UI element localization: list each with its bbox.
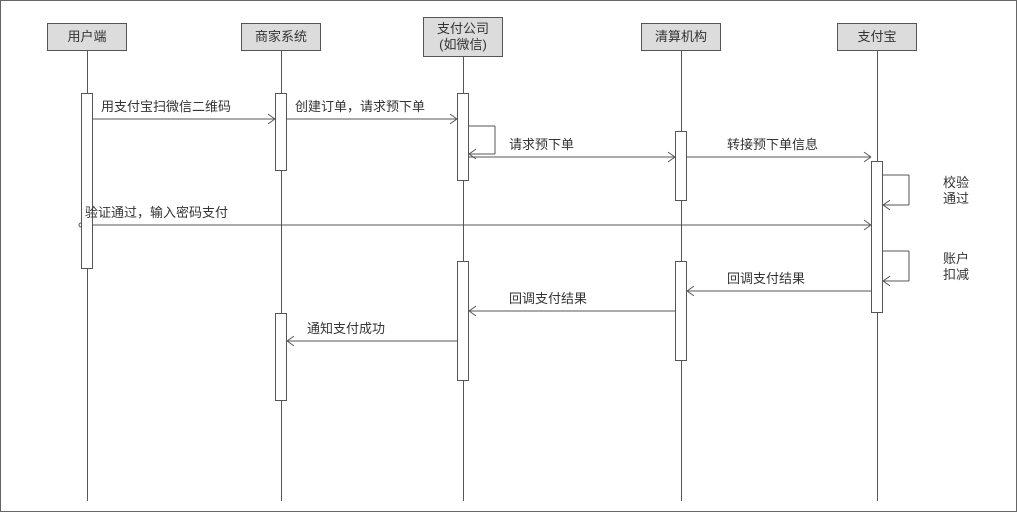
participant-label: 支付宝: [857, 29, 896, 45]
message-label-msg_confirm_pay: 验证通过，输入密码支付: [85, 205, 228, 221]
self-message-label-self_deduct_m: 账户 扣减: [943, 251, 969, 284]
self-message-label-self_verify_m: 校验 通过: [943, 175, 969, 208]
message-label-msg_create_order: 创建订单，请求预下单: [295, 99, 425, 115]
activation-clearing-1: [675, 261, 687, 361]
activation-paycorp-0: [457, 93, 469, 181]
activation-paycorp-1: [457, 261, 469, 381]
arrows-layer: [1, 1, 1017, 513]
activation-merchant-1: [275, 313, 287, 401]
participant-label: 清算机构: [655, 29, 707, 45]
activation-merchant-0: [275, 93, 287, 171]
participant-label: 商家系统: [255, 29, 307, 45]
message-label-msg_scan_qr: 用支付宝扫微信二维码: [101, 99, 231, 115]
sequence-diagram-canvas: 用户端 商家系统 支付公司 (如微信) 清算机构 支付宝用支付宝扫微信二维码 创建订单，请…: [0, 0, 1017, 512]
participant-client: 用户端: [47, 23, 127, 51]
participant-alipay: 支付宝: [837, 23, 917, 51]
message-label-msg_preorder: 请求预下单: [509, 137, 574, 153]
activation-alipay-0: [871, 161, 883, 313]
participant-merchant: 商家系统: [241, 23, 321, 51]
message-label-msg_callback1: 回调支付结果: [727, 271, 805, 287]
message-label-msg_forward: 转接预下单信息: [727, 137, 818, 153]
activation-client-0: [81, 93, 93, 269]
message-label-msg_notify: 通知支付成功: [307, 321, 385, 337]
participant-label: 用户端: [67, 29, 106, 45]
activation-clearing-0: [675, 131, 687, 201]
participant-label: 支付公司 (如微信): [437, 21, 489, 54]
participant-paycorp: 支付公司 (如微信): [423, 17, 503, 57]
message-label-msg_callback2: 回调支付结果: [509, 291, 587, 307]
participant-clearing: 清算机构: [641, 23, 721, 51]
